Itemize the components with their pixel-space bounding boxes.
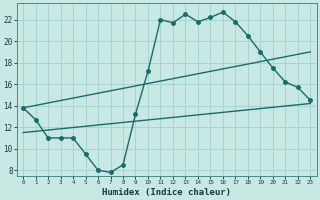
- X-axis label: Humidex (Indice chaleur): Humidex (Indice chaleur): [102, 188, 231, 197]
